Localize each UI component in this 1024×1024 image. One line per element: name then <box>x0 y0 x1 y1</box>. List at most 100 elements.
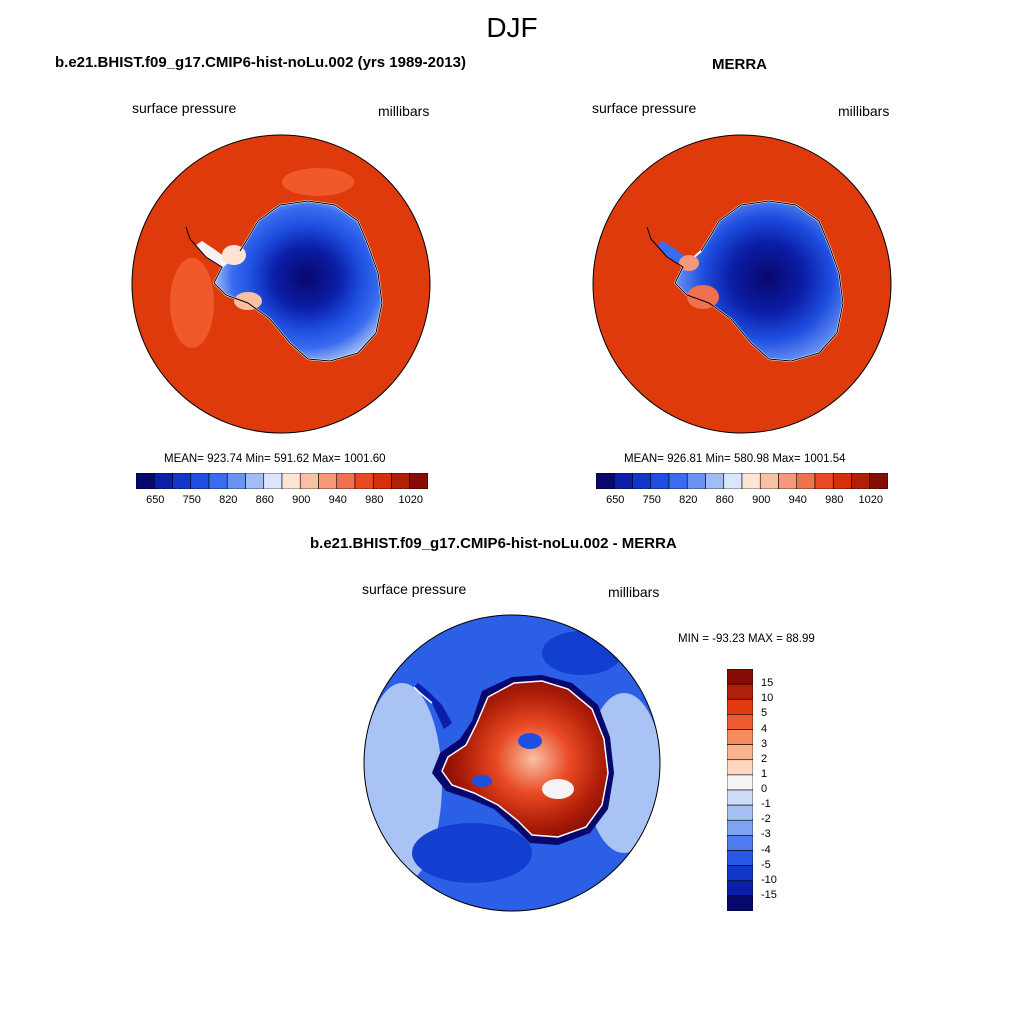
colorbar-swatch <box>336 473 356 489</box>
antarctica-field <box>442 681 608 837</box>
panel-left-label-difference: surface pressure <box>362 581 467 597</box>
colorbar-swatch <box>391 473 411 489</box>
colorbar-swatch <box>832 473 852 489</box>
colorbar-model <box>136 473 428 489</box>
colorbar-tick-label: 15 <box>761 677 774 690</box>
colorbar-tick-label: 750 <box>642 494 661 506</box>
neutral-patch <box>542 779 574 799</box>
panel-title-model: b.e21.BHIST.f09_g17.CMIP6-hist-noLu.002 … <box>55 54 466 71</box>
panel-right-label-model: millibars <box>378 103 430 119</box>
panel-left-label-model: surface pressure <box>132 100 237 116</box>
colorbar-tick-label: 940 <box>328 494 347 506</box>
colorbar-swatch <box>727 744 753 761</box>
colorbar-swatch <box>354 473 374 489</box>
colorbar-tick-label: 980 <box>825 494 844 506</box>
colorbar-swatch <box>650 473 670 489</box>
colorbar-swatch <box>727 804 753 821</box>
colorbar-tick-label: -2 <box>761 813 771 826</box>
coastline <box>185 200 383 362</box>
colorbar-swatch <box>727 895 753 911</box>
colorbar-tick-label: 650 <box>146 494 165 506</box>
colorbar-tick-label: -4 <box>761 843 771 856</box>
colorbar-tick-label: 10 <box>761 692 774 705</box>
high-pressure-cell <box>282 168 354 196</box>
ice-shelf-field <box>222 245 246 265</box>
colorbar-tick-label: 860 <box>715 494 734 506</box>
colorbar-tick-label: 5 <box>761 707 768 720</box>
colorbar-tick-label: 650 <box>606 494 625 506</box>
high-pressure-cell <box>170 258 214 348</box>
colorbar-swatch <box>727 683 753 700</box>
colorbar-swatch <box>727 714 753 730</box>
colorbar-swatch <box>596 473 615 489</box>
colorbar-swatch <box>869 473 888 489</box>
colorbar-tick-label: 860 <box>255 494 274 506</box>
colorbar-swatch <box>727 865 753 882</box>
colorbar-tick-label: 1 <box>761 767 768 780</box>
colorbar-swatch <box>796 473 816 489</box>
colorbar-swatch <box>136 473 155 489</box>
colorbar-tick-label: 1020 <box>858 494 883 506</box>
panel-title-merra: MERRA <box>712 56 767 73</box>
colorbar-swatch <box>299 473 319 489</box>
panel-right-label-difference: millibars <box>608 584 660 600</box>
ice-shelf-field <box>679 255 699 271</box>
colorbar-swatch <box>778 473 798 489</box>
colorbar-swatch <box>727 880 753 897</box>
colorbar-swatch <box>727 698 753 715</box>
colorbar-swatch <box>409 473 428 489</box>
colorbar-tick-label: 980 <box>365 494 384 506</box>
colorbar-swatch <box>727 819 753 836</box>
colorbar-swatch <box>172 473 192 489</box>
colorbar-swatch <box>263 473 283 489</box>
colorbar-tick-label: 3 <box>761 737 768 750</box>
colorbar-tick-label: -15 <box>761 888 777 901</box>
colorbar-swatch <box>372 473 392 489</box>
colorbar-swatch <box>851 473 871 489</box>
colorbar-tick-label: 2 <box>761 752 768 765</box>
colorbar-tick-label: -1 <box>761 798 771 811</box>
colorbar-swatch <box>153 473 173 489</box>
colorbar-swatch <box>759 473 779 489</box>
figure-title: DJF <box>486 12 538 43</box>
colorbar-tick-label: 940 <box>788 494 807 506</box>
colorbar-tick-label: 820 <box>219 494 238 506</box>
colorbar-swatch <box>727 789 753 806</box>
colorbar-difference <box>727 669 753 911</box>
deep-field <box>412 823 532 883</box>
colorbar-swatch <box>632 473 652 489</box>
colorbar-tick-label: 750 <box>182 494 201 506</box>
colorbar-swatch <box>814 473 834 489</box>
colorbar-swatch <box>226 473 246 489</box>
ice-shelf-field <box>687 285 719 309</box>
colorbar-tick-label: 1020 <box>398 494 423 506</box>
map-border <box>131 134 431 434</box>
colorbar-tick-label: -5 <box>761 858 771 871</box>
colorbar-swatch <box>705 473 725 489</box>
colorbar-swatch <box>727 850 753 866</box>
map-border <box>592 134 892 434</box>
deep-field <box>542 631 622 675</box>
colorbar-tick-label: 4 <box>761 722 768 735</box>
colorbar-tick-label: 900 <box>752 494 771 506</box>
colorbar-swatch <box>727 835 753 851</box>
colorbar-tick-label: -3 <box>761 828 771 841</box>
stats-merra: MEAN= 926.81 Min= 580.98 Max= 1001.54 <box>624 453 846 465</box>
colorbar-swatch <box>613 473 633 489</box>
coastline <box>413 680 609 838</box>
ice-shelf-field <box>234 292 262 310</box>
colorbar-swatch <box>245 473 265 489</box>
map-panel-merra <box>592 134 892 434</box>
colorbar-swatch <box>727 729 753 745</box>
panel-title-difference: b.e21.BHIST.f09_g17.CMIP6-hist-noLu.002 … <box>310 535 677 552</box>
negative-anomaly-patch <box>472 775 492 787</box>
map-border <box>363 614 661 912</box>
map-panel-model <box>131 134 431 434</box>
colorbar-swatch <box>727 669 753 685</box>
colorbar-swatch <box>723 473 743 489</box>
colorbar-swatch <box>190 473 210 489</box>
colorbar-swatch <box>281 473 301 489</box>
negative-anomaly-patch <box>518 733 542 749</box>
colorbar-tick-label: -10 <box>761 873 777 886</box>
colorbar-swatch <box>741 473 761 489</box>
